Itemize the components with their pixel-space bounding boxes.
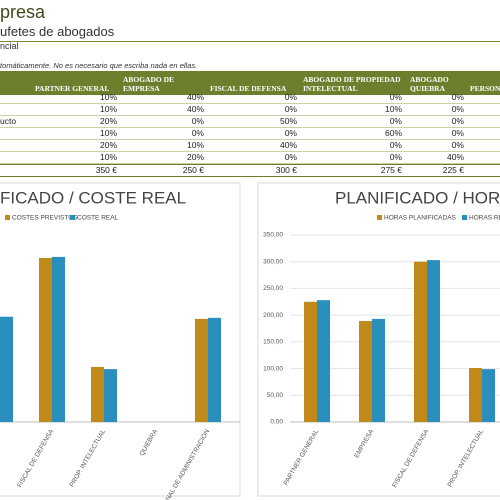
chart-title: PLANIFICADO / HORAS <box>335 188 500 207</box>
row-line <box>0 151 500 152</box>
column-header: ABOGADO DE PROPIEDAD INTELECTUAL <box>303 75 401 93</box>
cell: 60% <box>384 128 402 138</box>
cell: 0% <box>389 152 402 162</box>
y-tick-label: 350,00 <box>263 232 283 239</box>
bar <box>91 366 104 422</box>
cell: 10% <box>99 104 117 114</box>
row-line <box>0 139 500 140</box>
column-header: ABOGADO DE EMPRESA <box>123 75 175 93</box>
cell: 20% <box>99 116 117 126</box>
y-tick-label: 150,00 <box>263 339 283 346</box>
legend-label: HORAS REA <box>469 215 500 222</box>
bar <box>304 301 317 422</box>
bar <box>195 318 208 422</box>
cell: 0% <box>284 152 297 162</box>
bar <box>104 369 117 422</box>
cell: 20% <box>186 152 204 162</box>
cell: 0% <box>191 116 204 126</box>
bar <box>372 318 385 422</box>
cell: 0% <box>284 92 297 102</box>
row-line <box>0 163 500 164</box>
legend-swatch <box>462 215 467 220</box>
column-header: FISCAL DE DEFENSA <box>210 84 287 93</box>
y-tick-label: 100,00 <box>263 365 283 372</box>
cell: 10% <box>99 128 117 138</box>
total-line <box>0 164 500 165</box>
cell: 0% <box>284 128 297 138</box>
y-tick-label: 50,00 <box>267 392 284 399</box>
y-tick-label: 0,00 <box>270 419 283 426</box>
total: 275 € <box>380 165 402 175</box>
column-header: ABOGADO QUIEBRA <box>410 75 449 93</box>
legend-swatch <box>5 215 10 220</box>
y-tick-label: 250,00 <box>263 285 283 292</box>
cell: 0% <box>451 92 464 102</box>
bar <box>482 369 495 422</box>
legend-label: COSTE REAL <box>77 215 119 222</box>
caption: ncial <box>0 41 19 51</box>
bar <box>0 316 13 422</box>
cell: 10% <box>384 104 402 114</box>
row-line <box>0 115 500 116</box>
subtitle: ufetes de abogados <box>0 24 115 39</box>
total-line <box>0 176 500 177</box>
chart-title: FICADO / COSTE REAL <box>0 188 186 207</box>
title: presa <box>0 2 46 22</box>
legend-label: HORAS PLANIFICADAS <box>384 215 457 222</box>
bar <box>52 256 65 422</box>
cell: 0% <box>191 128 204 138</box>
row-label: ucto <box>0 116 17 126</box>
bar <box>208 317 221 422</box>
cell: 40% <box>279 140 297 150</box>
total: 225 € <box>442 165 464 175</box>
bar <box>317 300 330 422</box>
cell: 20% <box>99 140 117 150</box>
column-header: PARTNER GENERAL <box>35 84 110 93</box>
cell: 40% <box>186 92 204 102</box>
cell: 0% <box>284 104 297 114</box>
legend-swatch <box>70 215 75 220</box>
cell: 0% <box>451 128 464 138</box>
cell: 0% <box>389 116 402 126</box>
table-header <box>0 71 500 95</box>
y-tick-label: 300,00 <box>263 258 283 265</box>
cell: 10% <box>186 140 204 150</box>
cell: 40% <box>186 104 204 114</box>
legend-swatch <box>377 215 382 220</box>
rule <box>0 41 500 42</box>
cell: 0% <box>389 92 402 102</box>
cell: 10% <box>99 92 117 102</box>
total: 300 € <box>275 165 297 175</box>
cell: 10% <box>99 152 117 162</box>
note: tomáticamente. No es necesario que escri… <box>0 61 198 70</box>
bar <box>39 257 52 422</box>
bar <box>469 368 482 422</box>
cell: 0% <box>451 104 464 114</box>
column-header: PERSONA <box>470 84 500 93</box>
cell: 40% <box>446 152 464 162</box>
bar <box>414 261 427 422</box>
row-line <box>0 103 500 104</box>
total: 250 € <box>182 165 204 175</box>
cell: 0% <box>389 140 402 150</box>
legend-label: COSTES PREVISTOS <box>12 215 78 222</box>
y-tick-label: 200,00 <box>263 312 283 319</box>
bar <box>427 260 440 422</box>
bar <box>359 321 372 422</box>
row-line <box>0 127 500 128</box>
cell: 0% <box>451 140 464 150</box>
cell: 50% <box>279 116 297 126</box>
total: 350 € <box>95 165 117 175</box>
cell: 0% <box>451 116 464 126</box>
